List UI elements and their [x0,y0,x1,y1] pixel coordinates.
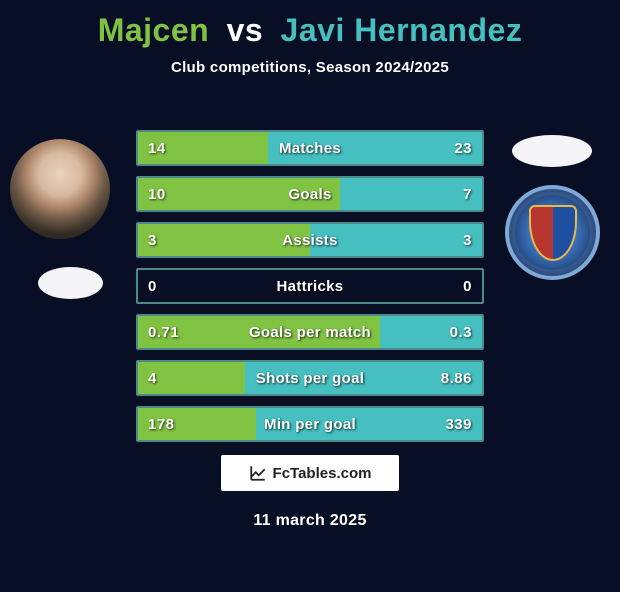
stat-row: 0.71Goals per match0.3 [136,314,484,350]
stat-row: 178Min per goal339 [136,406,484,442]
chart-icon [249,464,267,482]
stat-label: Goals [138,186,482,203]
stat-value-right: 0.3 [450,324,472,341]
brand-text: FcTables.com [273,465,372,482]
stat-row: 10Goals7 [136,176,484,212]
stat-row: 4Shots per goal8.86 [136,360,484,396]
stat-value-right: 7 [463,186,472,203]
player1-avatar [10,139,110,239]
player2-club-crest [505,185,600,280]
stat-label: Matches [138,140,482,157]
stat-value-right: 23 [454,140,472,157]
stat-label: Min per goal [138,416,482,433]
stat-value-right: 0 [463,278,472,295]
stat-row: 14Matches23 [136,130,484,166]
comparison-title: Majcen vs Javi Hernandez [0,12,620,49]
stats-container: 14Matches2310Goals73Assists30Hattricks00… [136,130,484,452]
stat-label: Hattricks [138,278,482,295]
stat-label: Assists [138,232,482,249]
player2-name: Javi Hernandez [281,12,523,48]
player1-club-badge [38,267,103,299]
stat-value-right: 339 [445,416,472,433]
vs-label: vs [227,12,264,48]
stat-row: 3Assists3 [136,222,484,258]
stat-label: Shots per goal [138,370,482,387]
stat-row: 0Hattricks0 [136,268,484,304]
subtitle: Club competitions, Season 2024/2025 [0,59,620,76]
generation-date: 11 march 2025 [0,512,620,530]
player1-name: Majcen [98,12,209,48]
stat-value-right: 8.86 [441,370,472,387]
player2-avatar-placeholder [512,135,592,167]
stat-value-right: 3 [463,232,472,249]
stat-label: Goals per match [138,324,482,341]
fctables-logo[interactable]: FcTables.com [221,455,399,491]
